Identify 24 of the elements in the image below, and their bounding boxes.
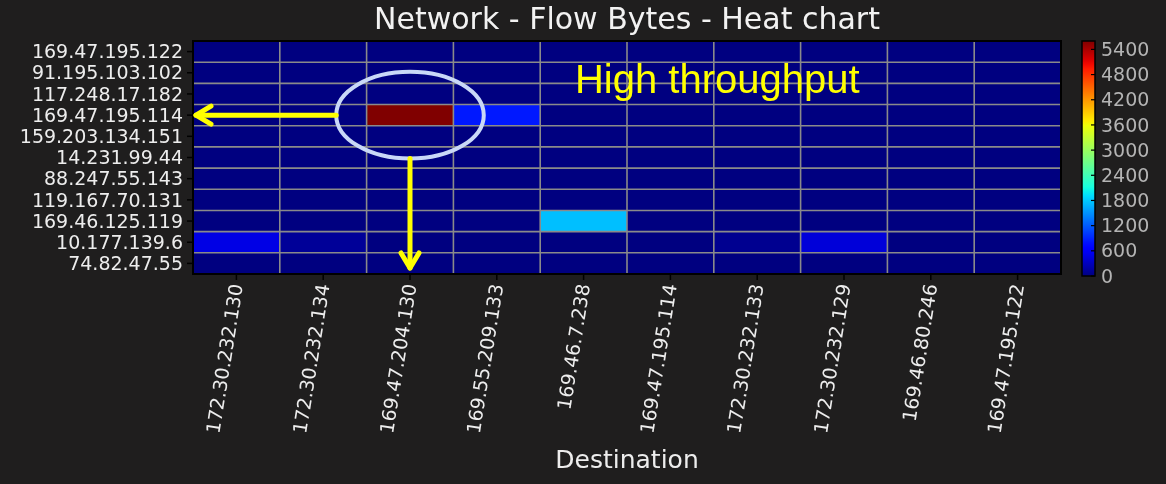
y-tick-label: 10.177.139.6 [56, 230, 183, 253]
y-tick-label: 91.195.103.102 [31, 61, 183, 84]
y-tick-label: 74.82.47.55 [68, 252, 183, 275]
color-bar-label: 4800 [1101, 63, 1150, 86]
chart-title: Network - Flow Bytes - Heat chart [374, 1, 881, 36]
x-axis-title: Destination [555, 445, 699, 474]
color-bar-label: 0 [1101, 264, 1114, 287]
y-tick-label: 119.167.70.131 [31, 188, 183, 211]
annotation: High throughput [574, 57, 860, 102]
color-bar-label: 4200 [1101, 88, 1150, 111]
color-bar-label: 3000 [1101, 138, 1150, 161]
y-tick-label: 117.248.17.182 [31, 82, 183, 105]
color-bar-label: 1800 [1101, 189, 1150, 212]
y-tick-label: 159.203.134.151 [19, 124, 183, 147]
y-tick-label: 169.47.195.114 [31, 103, 183, 126]
color-bar-label: 2400 [1101, 163, 1150, 186]
color-bar-label: 5400 [1101, 38, 1150, 61]
y-tick-label: 169.46.125.119 [31, 209, 183, 232]
color-bar-label: 600 [1101, 239, 1138, 262]
color-bar-label: 3600 [1101, 113, 1150, 136]
color-bar-label: 1200 [1101, 214, 1150, 237]
y-tick-label: 14.231.99.44 [56, 146, 183, 169]
y-tick-label: 88.247.55.143 [43, 167, 183, 190]
y-tick-label: 169.47.195.122 [31, 40, 183, 63]
